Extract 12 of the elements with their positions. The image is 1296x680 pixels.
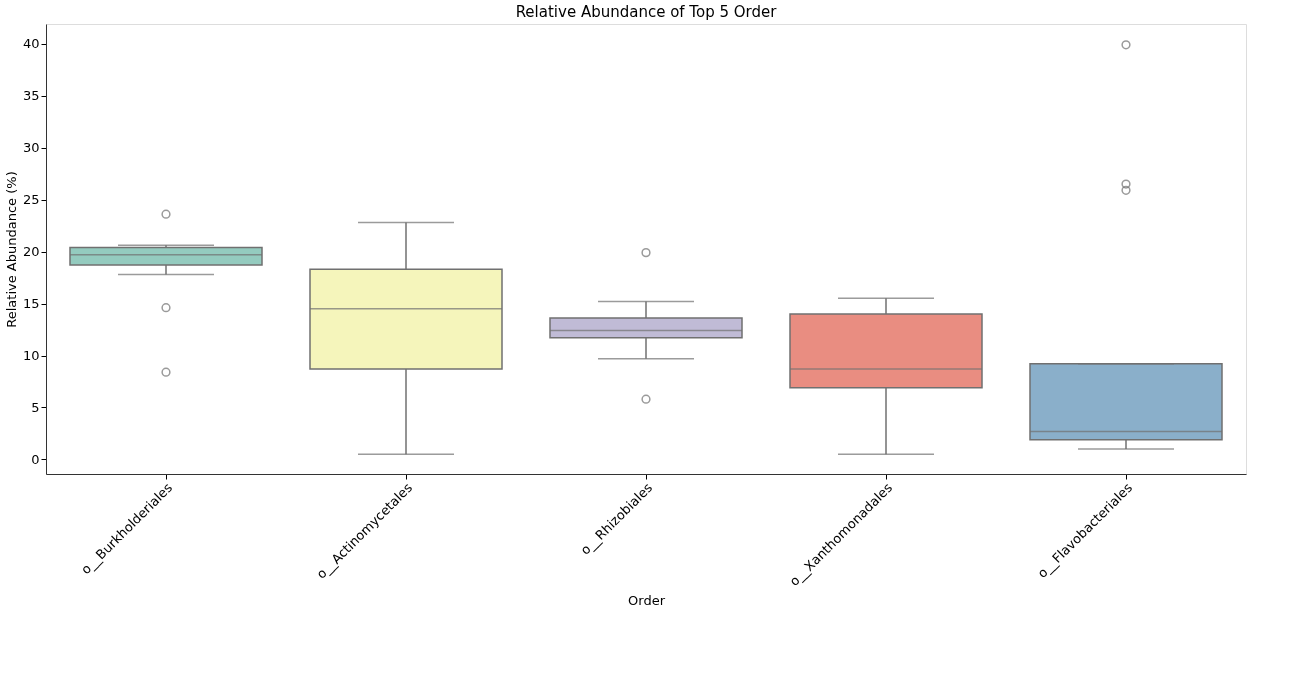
y-tick-label: 30: [22, 140, 40, 156]
y-tick-label: 25: [22, 192, 40, 208]
y-tick-label: 35: [22, 88, 40, 104]
y-tick-label: 0: [31, 451, 40, 467]
y-tick-label: 15: [22, 296, 40, 312]
y-tick-label: 20: [22, 244, 40, 260]
chart-title: Relative Abundance of Top 5 Order: [515, 3, 778, 21]
x-axis-title: Order: [628, 592, 666, 608]
y-tick-label: 40: [22, 36, 40, 52]
y-tick-label: 5: [31, 399, 40, 415]
y-axis-title: Relative Abundance (%): [3, 171, 19, 328]
y-tick-label: 10: [22, 348, 40, 364]
